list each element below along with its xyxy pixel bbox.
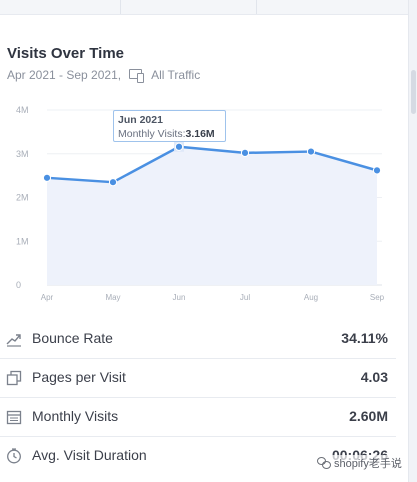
data-point (108, 178, 118, 187)
metric-label: Monthly Visits (32, 408, 119, 424)
data-point (42, 173, 52, 182)
visits-chart: 0 1M 2M 3M 4M Apr May Jun Jul Aug Sep (16, 105, 385, 302)
y-tick-label: 0 (16, 280, 21, 290)
top-strip (0, 0, 408, 15)
metric-label: Avg. Visit Duration (32, 447, 147, 463)
y-tick-label: 3M (16, 149, 29, 159)
metric-row-bounce-rate: Bounce Rate 34.11% (0, 320, 396, 359)
clock-icon (7, 448, 21, 464)
x-tick-label: Sep (370, 293, 385, 302)
tooltip-body: Monthly Visits:3.16M (118, 127, 221, 141)
traffic-type: All Traffic (151, 68, 201, 82)
top-strip-divider (120, 0, 121, 14)
y-tick-label: 1M (16, 236, 29, 246)
card-title: Visits Over Time (7, 45, 125, 62)
data-point (174, 142, 184, 151)
scrollbar-thumb[interactable] (411, 70, 416, 114)
metric-label: Bounce Rate (32, 330, 113, 346)
series-line (46, 145, 378, 184)
date-range: Apr 2021 - Sep 2021, (7, 68, 122, 82)
y-tick-label: 4M (16, 105, 29, 115)
metric-value: 34.11% (341, 330, 388, 346)
metric-row-pages-per-visit: Pages per Visit 4.03 (0, 359, 396, 398)
top-strip-divider (256, 0, 257, 14)
tooltip-title: Jun 2021 (118, 114, 163, 126)
watermark: shopify老手说 (317, 455, 402, 471)
x-tick-label: Apr (41, 293, 54, 302)
data-point (306, 147, 316, 156)
metric-row-monthly-visits: Monthly Visits 2.60M (0, 398, 396, 437)
scrollbar[interactable] (408, 0, 417, 482)
data-point (372, 166, 382, 175)
y-tick-label: 2M (16, 193, 29, 203)
series-area (47, 146, 377, 285)
metric-value: 4.03 (360, 369, 388, 385)
tooltip-value: 3.16M (185, 128, 215, 140)
wechat-logo (317, 457, 331, 469)
devices-icon (129, 68, 145, 83)
pages-stack-icon (6, 370, 22, 386)
chart-tooltip: Jun 2021 Monthly Visits:3.16M (113, 110, 226, 142)
x-tick-label: Jul (240, 293, 250, 302)
card-subtitle: Apr 2021 - Sep 2021, All Traffic (7, 68, 201, 83)
watermark-text: shopify老手说 (334, 458, 402, 470)
x-tick-label: Aug (304, 293, 318, 302)
metric-value: 2.60M (349, 408, 388, 424)
tooltip-label: Monthly Visits: (118, 128, 186, 140)
x-tick-label: May (105, 293, 120, 302)
metric-label: Pages per Visit (32, 369, 126, 385)
x-tick-label: Jun (173, 293, 186, 302)
calendar-icon (6, 410, 22, 425)
trend-up-icon (6, 334, 21, 347)
data-point (240, 148, 250, 157)
